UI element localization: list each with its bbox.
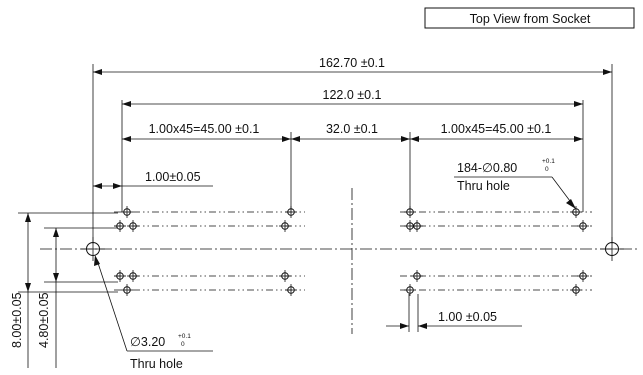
mount-hole-tol-upper: +0.1 [178, 333, 191, 340]
dim-pin-offset-bottom: 1.00 ±0.05 [386, 310, 522, 329]
mount-hole-right [600, 237, 624, 261]
pin-hole [570, 206, 582, 218]
dim-heights: 8.00±0.05 4.80±0.05 [10, 212, 118, 368]
pin-hole [114, 220, 126, 232]
pin-hole [577, 270, 589, 282]
view-label: Top View from Socket [470, 12, 591, 26]
dim-pin-offset-bottom-label: 1.00 ±0.05 [438, 310, 497, 324]
pin-hole-tol-upper: +0.1 [542, 158, 555, 165]
pin-hole [279, 270, 291, 282]
dim-height-inner-label: 4.80±0.05 [37, 292, 51, 348]
dim-right-pitch-label: 1.00x45=45.00 ±0.1 [441, 122, 552, 136]
pin-rows [114, 211, 592, 291]
pin-hole [114, 270, 126, 282]
mount-hole-spec: ∅3.20 [130, 335, 165, 349]
pin-hole [404, 206, 416, 218]
pin-hole-spec: 184-∅0.80 [457, 161, 517, 175]
center-lines [40, 188, 640, 334]
pin-hole [121, 206, 133, 218]
dim-overall: 162.70 ±0.1 [93, 56, 612, 75]
mount-hole-note: Thru hole [130, 357, 183, 371]
dim-span-label: 122.0 ±0.1 [323, 88, 382, 102]
dim-left-pitch-label: 1.00x45=45.00 ±0.1 [149, 122, 260, 136]
dim-pin-offset-top-label: 1.00±0.05 [145, 170, 201, 184]
view-label-box: Top View from Socket [424, 7, 635, 29]
pin-hole [127, 220, 139, 232]
dim-pitch-row: 1.00x45=45.00 ±0.1 32.0 ±0.1 1.00x45=45.… [122, 122, 583, 142]
dim-height-outer-label: 8.00±0.05 [10, 292, 24, 348]
pin-hole-tol-lower: 0 [545, 166, 549, 173]
mount-hole-callout: ∅3.20 +0.1 0 Thru hole [94, 255, 213, 371]
pin-hole [285, 284, 297, 296]
pin-hole-note: Thru hole [457, 179, 510, 193]
dim-span: 122.0 ±0.1 [122, 88, 583, 107]
dim-pin-offset-top: 1.00±0.05 [93, 170, 213, 189]
mount-hole-left [81, 237, 105, 261]
pin-hole [411, 220, 423, 232]
pin-holes [114, 206, 589, 296]
extension-lines [92, 64, 613, 332]
pin-hole [279, 220, 291, 232]
pin-hole [570, 284, 582, 296]
pin-hole [285, 206, 297, 218]
pin-hole [577, 220, 589, 232]
pin-hole-callout: 184-∅0.80 +0.1 0 Thru hole [454, 158, 576, 209]
pin-hole [127, 270, 139, 282]
pin-hole [411, 270, 423, 282]
pin-hole [121, 284, 133, 296]
pin-hole [404, 284, 416, 296]
dim-middle-gap-label: 32.0 ±0.1 [326, 122, 378, 136]
mount-hole-tol-lower: 0 [181, 341, 185, 348]
dim-overall-label: 162.70 ±0.1 [319, 56, 385, 70]
